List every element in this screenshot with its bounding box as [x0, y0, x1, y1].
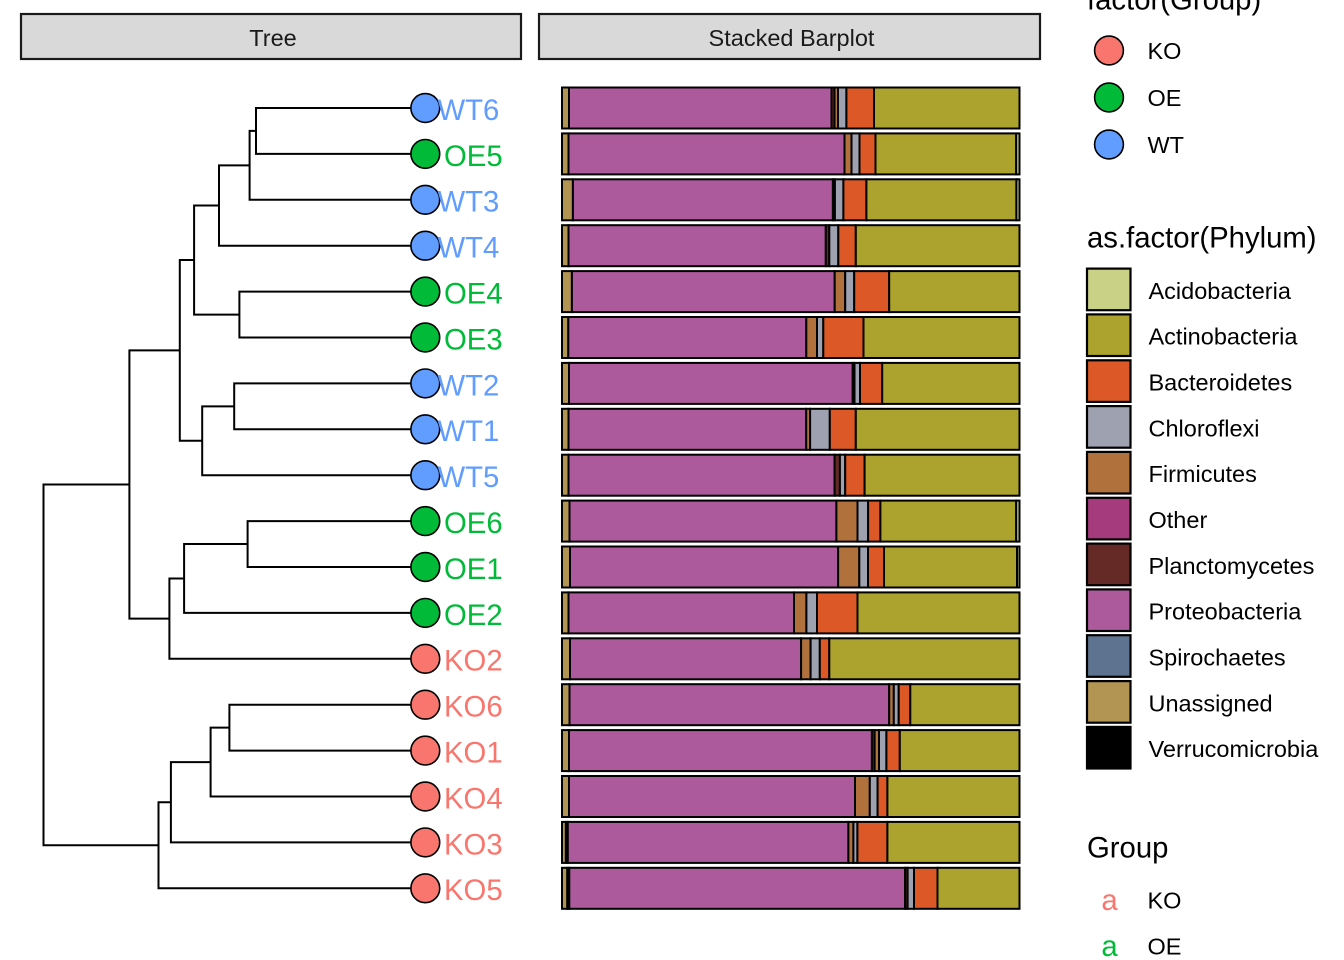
svg-text:KO5: KO5 [444, 874, 503, 907]
svg-text:Firmicutes: Firmicutes [1149, 461, 1257, 487]
svg-text:Bacteroidetes: Bacteroidetes [1149, 370, 1293, 396]
svg-text:KO4: KO4 [444, 782, 503, 815]
svg-text:Unassigned: Unassigned [1149, 690, 1273, 716]
svg-text:WT3: WT3 [438, 186, 500, 219]
svg-text:as.factor(Phylum): as.factor(Phylum) [1087, 222, 1317, 255]
svg-text:Tree: Tree [249, 25, 296, 51]
svg-text:KO2: KO2 [444, 645, 503, 678]
svg-text:OE6: OE6 [444, 507, 503, 540]
svg-text:KO3: KO3 [444, 828, 503, 861]
svg-text:OE5: OE5 [444, 140, 503, 173]
svg-text:OE: OE [1148, 85, 1182, 111]
svg-text:KO: KO [1148, 887, 1182, 913]
svg-text:a: a [1101, 884, 1118, 917]
svg-text:Group: Group [1087, 832, 1168, 865]
svg-text:Other: Other [1149, 507, 1208, 533]
svg-text:Verrucomicrobia: Verrucomicrobia [1149, 736, 1320, 762]
svg-text:OE4: OE4 [444, 278, 503, 311]
svg-text:WT: WT [1148, 132, 1185, 158]
svg-text:Spirochaetes: Spirochaetes [1149, 644, 1286, 670]
svg-text:WT6: WT6 [438, 94, 500, 127]
svg-text:WT4: WT4 [438, 232, 500, 265]
svg-text:a: a [1101, 930, 1118, 960]
svg-text:Actinobacteria: Actinobacteria [1149, 324, 1299, 350]
svg-text:KO1: KO1 [444, 737, 503, 770]
svg-text:OE2: OE2 [444, 599, 503, 632]
svg-text:Chloroflexi: Chloroflexi [1149, 415, 1260, 441]
svg-text:Proteobacteria: Proteobacteria [1149, 599, 1303, 625]
svg-text:OE1: OE1 [444, 553, 503, 586]
svg-text:OE3: OE3 [444, 323, 503, 356]
svg-text:KO6: KO6 [444, 691, 503, 724]
svg-text:Planctomycetes: Planctomycetes [1149, 553, 1315, 579]
svg-text:OE: OE [1148, 933, 1182, 959]
svg-text:Acidobacteria: Acidobacteria [1149, 278, 1292, 304]
svg-text:WT1: WT1 [438, 415, 500, 448]
svg-text:Stacked Barplot: Stacked Barplot [709, 25, 875, 51]
svg-text:WT5: WT5 [438, 461, 500, 494]
svg-text:factor(Group): factor(Group) [1087, 0, 1261, 17]
svg-text:WT2: WT2 [438, 369, 500, 402]
svg-text:KO: KO [1148, 38, 1182, 64]
